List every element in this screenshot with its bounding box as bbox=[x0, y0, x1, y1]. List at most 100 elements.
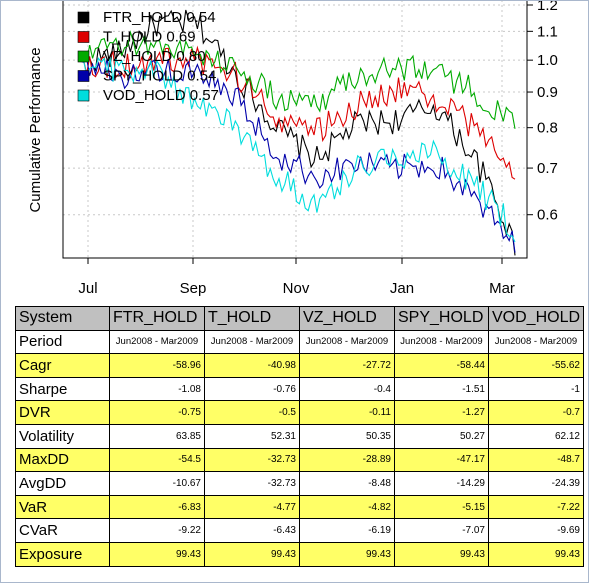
legend-entry: T_HOLD 0.69 bbox=[103, 29, 196, 46]
y-tick-label: 0.7 bbox=[537, 160, 558, 177]
table-row: Exposure 99.43 99.43 99.43 99.43 99.43 bbox=[15, 541, 584, 567]
legend-entry: VOD_HOLD 0.57 bbox=[103, 87, 219, 104]
performance-chart: 0.6 0.7 0.8 0.9 1.0 1.1 1.2 Jul Sep Nov Jan Mar Cu… bbox=[27, 0, 558, 297]
y-tick-label: 0.9 bbox=[537, 84, 558, 101]
table-cell: -1 bbox=[488, 376, 584, 402]
table-cell: -54.5 bbox=[109, 447, 205, 473]
x-tick-label: Mar bbox=[489, 280, 515, 297]
legend-entry: FTR_HOLD 0.54 bbox=[103, 9, 216, 26]
legend-swatch bbox=[77, 89, 90, 102]
row-label: AvgDD bbox=[15, 471, 110, 496]
row-label: CVaR bbox=[15, 518, 110, 543]
table-cell: -24.39 bbox=[488, 471, 584, 496]
x-tick-label: Jan bbox=[390, 280, 414, 297]
table-cell: -55.62 bbox=[488, 353, 584, 378]
table-cell: 99.43 bbox=[299, 541, 395, 567]
performance-stats-table-wrap: System FTR_HOLD T_HOLD VZ_HOLD SPY_HOLD VOD_H… bbox=[15, 306, 584, 567]
legend-swatch bbox=[77, 31, 90, 43]
table-cell: -0.76 bbox=[204, 376, 300, 402]
row-label: VaR bbox=[15, 494, 110, 520]
table-cell: -7.07 bbox=[394, 518, 489, 543]
table-row: DVR -0.75 -0.5 -0.11 -1.27 -0.7 bbox=[15, 400, 584, 425]
x-tick-label: Sep bbox=[180, 280, 207, 297]
table-cell: -8.48 bbox=[299, 471, 395, 496]
table-cell: -1.27 bbox=[394, 400, 489, 425]
table-cell: -4.77 bbox=[204, 494, 300, 520]
row-label: DVR bbox=[15, 400, 110, 425]
table-cell: -6.43 bbox=[204, 518, 300, 543]
legend-swatch bbox=[77, 11, 90, 24]
table-cell: -27.72 bbox=[299, 353, 395, 378]
table-cell: -1.51 bbox=[394, 376, 489, 402]
series-line-vz-hold bbox=[77, 30, 516, 129]
table-cell: 63.85 bbox=[109, 423, 205, 449]
table-cell: Jun2008 - Mar2009 bbox=[488, 329, 584, 355]
table-cell: Jun2008 - Mar2009 bbox=[394, 329, 489, 355]
table-row: Volatility 63.85 52.31 50.35 50.27 62.12 bbox=[15, 423, 584, 449]
table-header-cell: FTR_HOLD bbox=[109, 306, 205, 331]
table-cell: -32.73 bbox=[204, 471, 300, 496]
series-line-ftr-hold bbox=[77, 9, 516, 256]
y-tick-label: 1.0 bbox=[537, 52, 558, 69]
table-cell: -0.4 bbox=[299, 376, 395, 402]
table-cell: -47.17 bbox=[394, 447, 489, 473]
table-cell: -40.98 bbox=[204, 353, 300, 378]
legend-entry: VZ_HOLD 0.80 bbox=[103, 48, 206, 65]
performance-stats-table: System FTR_HOLD T_HOLD VZ_HOLD SPY_HOLD VOD_H… bbox=[15, 306, 584, 567]
y-tick-label: 1.2 bbox=[537, 0, 558, 14]
table-cell: Jun2008 - Mar2009 bbox=[299, 329, 395, 355]
plot-frame bbox=[62, 0, 528, 259]
y-tick-label: 0.6 bbox=[537, 207, 558, 224]
table-cell: -10.67 bbox=[109, 471, 205, 496]
row-label: Exposure bbox=[15, 541, 110, 567]
row-label: Period bbox=[15, 329, 110, 355]
table-header-cell: System bbox=[15, 306, 110, 331]
table-cell: -4.82 bbox=[299, 494, 395, 520]
table-row: VaR -6.83 -4.77 -4.82 -5.15 -7.22 bbox=[15, 494, 584, 520]
table-header-cell: T_HOLD bbox=[204, 306, 300, 331]
table-cell: -14.29 bbox=[394, 471, 489, 496]
table-row: MaxDD -54.5 -32.73 -28.89 -47.17 -48.7 bbox=[15, 447, 584, 473]
table-cell: -9.22 bbox=[109, 518, 205, 543]
table-cell: -0.75 bbox=[109, 400, 205, 425]
table-cell: 62.12 bbox=[488, 423, 584, 449]
table-cell: 50.27 bbox=[394, 423, 489, 449]
legend-swatch bbox=[77, 70, 90, 82]
table-header-cell: VZ_HOLD bbox=[299, 306, 395, 331]
series-line-t-hold bbox=[77, 45, 516, 180]
table-cell: -6.83 bbox=[109, 494, 205, 520]
x-tick-label: Nov bbox=[283, 280, 310, 297]
table-cell: -58.96 bbox=[109, 353, 205, 378]
table-cell: 99.43 bbox=[488, 541, 584, 567]
row-label: MaxDD bbox=[15, 447, 110, 473]
table-header-row: System FTR_HOLD T_HOLD VZ_HOLD SPY_HOLD VOD_H… bbox=[15, 306, 584, 331]
table-row: Cagr -58.96 -40.98 -27.72 -58.44 -55.62 bbox=[15, 353, 584, 378]
table-row: CVaR -9.22 -6.43 -6.19 -7.07 -9.69 bbox=[15, 518, 584, 543]
table-cell: -58.44 bbox=[394, 353, 489, 378]
table-header-cell: SPY_HOLD bbox=[394, 306, 489, 331]
table-cell: -9.69 bbox=[488, 518, 584, 543]
table-cell: -1.08 bbox=[109, 376, 205, 402]
row-label: Volatility bbox=[15, 423, 110, 449]
table-cell: 99.43 bbox=[109, 541, 205, 567]
series-line-vod-hold bbox=[77, 56, 516, 243]
table-cell: 99.43 bbox=[394, 541, 489, 567]
table-cell: -0.11 bbox=[299, 400, 395, 425]
table-cell: -7.22 bbox=[488, 494, 584, 520]
table-row: AvgDD -10.67 -32.73 -8.48 -14.29 -24.39 bbox=[15, 471, 584, 496]
table-row: Sharpe -1.08 -0.76 -0.4 -1.51 -1 bbox=[15, 376, 584, 402]
table-cell: -48.7 bbox=[488, 447, 584, 473]
table-cell: -0.7 bbox=[488, 400, 584, 425]
table-cell: -32.73 bbox=[204, 447, 300, 473]
table-header-cell: VOD_HOLD bbox=[488, 306, 584, 331]
legend-entry: SPY_HOLD 0.54 bbox=[103, 68, 216, 85]
performance-chart-svg: 0.6 0.7 0.8 0.9 1.0 1.1 1.2 Jul Sep Nov Jan Mar Cu… bbox=[27, 0, 558, 297]
y-axis-label: Cumulative Performance bbox=[27, 47, 44, 212]
table-cell: 99.43 bbox=[204, 541, 300, 567]
table-cell: Jun2008 - Mar2009 bbox=[204, 329, 300, 355]
y-tick-label: 1.1 bbox=[537, 23, 558, 40]
legend-swatch bbox=[77, 50, 90, 63]
x-tick-label: Jul bbox=[78, 280, 97, 297]
table-cell: -5.15 bbox=[394, 494, 489, 520]
table-row: Period Jun2008 - Mar2009 Jun2008 - Mar2009… bbox=[15, 329, 584, 355]
